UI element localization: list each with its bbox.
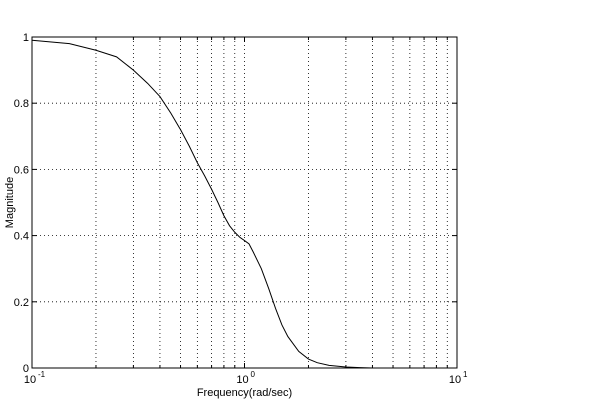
y-tick-label: 0 (23, 363, 29, 375)
x-tick-label-exponent: 0 (251, 370, 256, 379)
series-line (31, 39, 373, 369)
x-axis-label: Frequency(rad/sec) (197, 387, 292, 399)
x-tick-label: 10 -1 (24, 370, 46, 386)
x-tick-label-exponent: 1 (463, 370, 468, 379)
plot-frame (31, 36, 458, 369)
grid-lines (32, 37, 457, 368)
x-tick-label: 10 1 (449, 370, 468, 386)
series-lines (31, 39, 373, 369)
x-tick-label-base: 10 (24, 374, 36, 386)
tick-marks (31, 36, 457, 369)
y-tick-label: 0.4 (14, 231, 29, 243)
x-tick-label-base: 10 (449, 374, 461, 386)
y-tick-labels: 0 0.2 0.4 0.6 0.8 1 (14, 32, 29, 375)
x-tick-labels: 10 -1 10 0 10 1 (24, 370, 468, 386)
x-tick-label: 10 0 (236, 370, 255, 386)
y-axis-label: Magnitude (4, 177, 16, 228)
x-tick-label-exponent: -1 (38, 370, 46, 379)
y-tick-label: 0.8 (14, 98, 29, 110)
y-tick-label: 1 (23, 32, 29, 44)
x-tick-label-base: 10 (236, 374, 248, 386)
y-tick-label: 0.6 (14, 164, 29, 176)
y-tick-label: 0.2 (14, 297, 29, 309)
